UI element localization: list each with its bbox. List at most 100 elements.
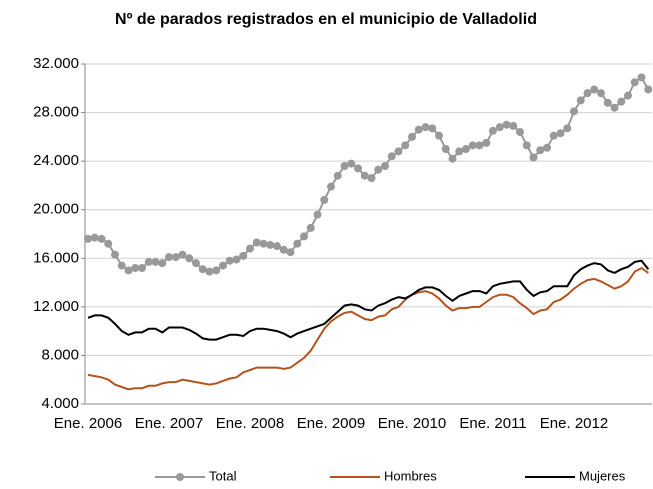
point [320,196,329,204]
point [387,152,396,161]
point [428,124,437,133]
point [327,182,335,191]
point [192,259,200,268]
point [381,162,389,170]
x-tick-label: Ene. 2010 [378,415,446,432]
y-tick-label: 32.000 [33,55,79,72]
series-line [87,266,649,391]
point [185,254,194,263]
point [495,123,504,132]
y-tick-label: 20.000 [33,201,79,218]
chart-title: Nº de parados registrados en el municipi… [115,11,537,28]
point [117,261,126,270]
point [138,264,146,272]
point [124,266,133,275]
point [630,78,639,87]
point [84,234,92,243]
point [279,245,288,254]
point [300,232,308,241]
point [198,265,207,274]
point [509,121,518,130]
x-tick-label: Ene. 2011 [459,415,526,432]
point [597,89,605,98]
point [340,162,349,170]
point [536,146,545,155]
x-tick-label: Ene. 2009 [297,415,365,432]
point [131,264,140,272]
point [165,253,173,262]
point [570,107,578,116]
point [408,132,416,141]
point [205,267,214,276]
point [556,129,565,138]
point [90,233,99,242]
point [367,174,376,183]
legend-label: Mujeres [579,468,626,483]
point [212,266,221,275]
point [151,257,160,266]
point [347,159,356,168]
point [354,164,362,173]
point [421,123,430,132]
point [468,141,477,150]
point [576,96,585,105]
point [104,239,113,248]
point [239,251,248,260]
point [97,234,106,243]
x-tick-label: Ene. 2012 [540,415,608,432]
point [610,103,619,112]
point [360,171,369,180]
point [252,238,261,247]
point [637,73,646,82]
x-tick-label: Ene. 2008 [216,415,284,432]
point [522,141,531,150]
y-tick-label: 16.000 [33,249,79,266]
y-tick-label: 28.000 [33,104,79,121]
point [286,248,295,257]
point [489,126,497,135]
point [246,244,254,253]
point [563,124,572,133]
point [549,131,558,140]
point [414,125,423,134]
x-tick-label: Ene. 2006 [54,415,122,432]
point [435,131,443,140]
point [158,259,167,268]
legend-label: Hombres [384,468,437,483]
point [603,98,612,107]
point [333,171,342,180]
legend-label: Total [209,468,237,483]
y-tick-label: 4.000 [41,395,79,412]
legend-marker [176,473,184,481]
point [475,141,484,150]
x-tick-label: Ene. 2007 [135,415,203,432]
point [306,223,315,232]
point [293,239,302,248]
point [219,261,227,270]
point [259,239,268,248]
point [171,253,180,262]
point [448,154,457,163]
point [624,91,632,100]
point [394,147,403,156]
point [144,257,153,266]
point [529,153,538,162]
point [590,85,599,94]
point [482,138,491,147]
point [543,143,551,152]
point [178,250,187,259]
point [374,165,383,174]
point [462,145,470,153]
point [401,141,410,150]
point [441,145,450,153]
y-tick-label: 8.000 [41,346,79,363]
point [644,85,653,94]
point [455,147,464,156]
y-tick-label: 24.000 [33,152,79,169]
point [225,256,234,265]
point [583,89,592,98]
point [111,250,119,259]
series-line [87,259,650,341]
point [313,210,322,219]
